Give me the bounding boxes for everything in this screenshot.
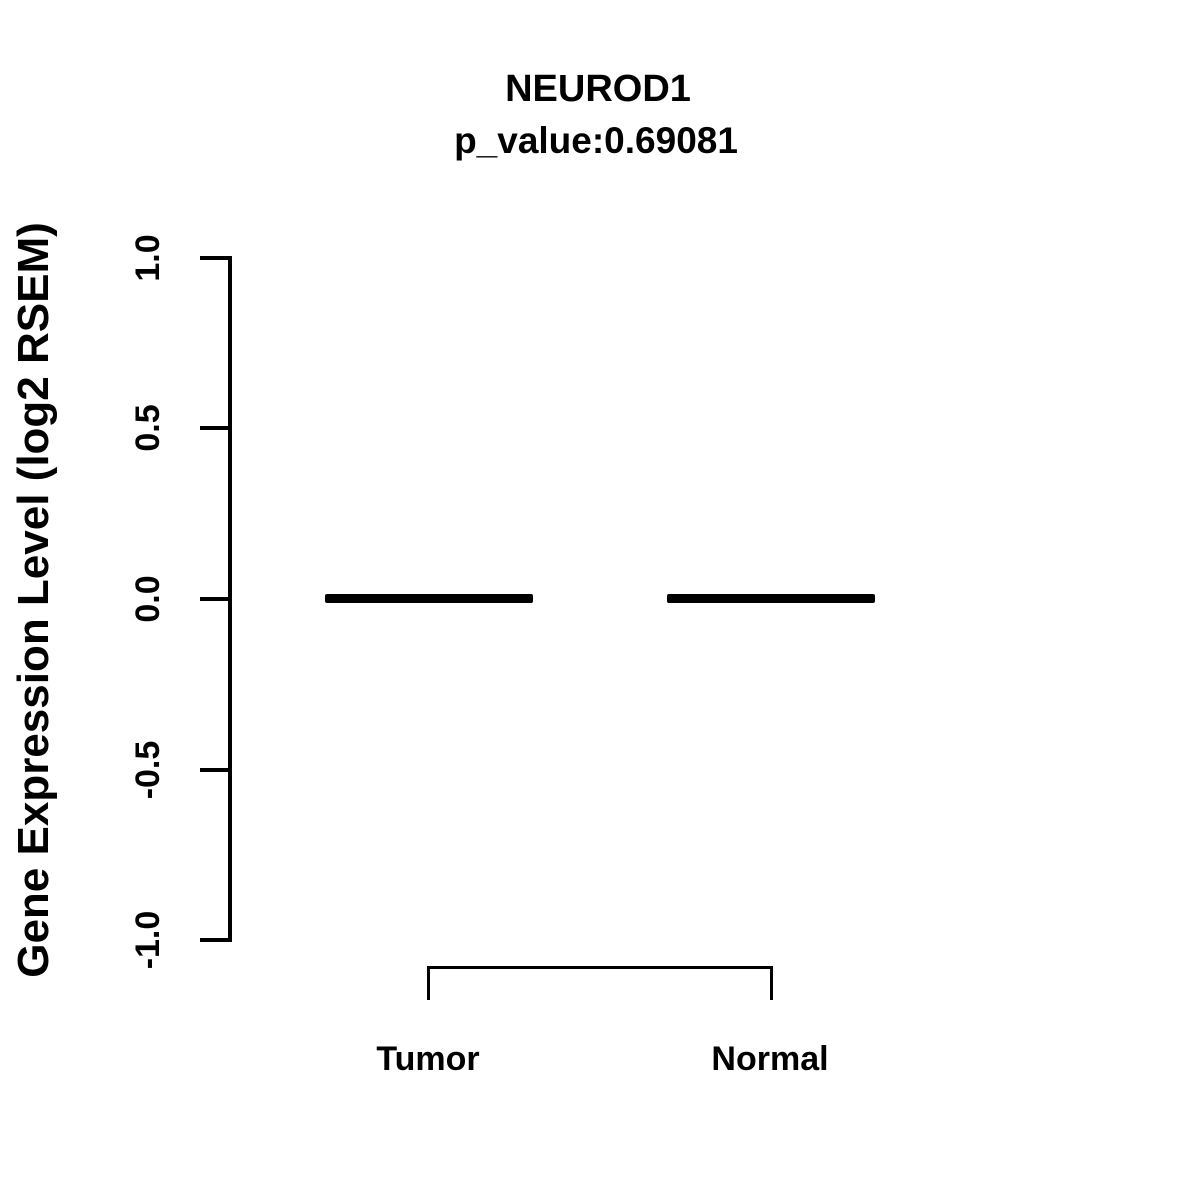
tumor-boxplot-median-line [325,594,533,603]
normal-boxplot-median-line [667,594,875,603]
y-tick--0.5 [200,768,230,772]
y-tick-label: 1.0 [129,234,167,282]
y-tick-label: 0.5 [129,404,167,452]
y-tick-label: 0.0 [129,575,167,623]
comparison-bracket-bar [427,966,773,969]
comparison-bracket-right-leg [770,966,773,1000]
y-tick-label: -0.5 [129,740,167,800]
y-tick--1.0 [200,938,230,942]
y-axis-title: Gene Expression Level (log2 RSEM) [9,222,58,978]
y-tick-0.0 [200,597,230,601]
y-tick-1.0 [200,256,230,260]
chart-title: NEUROD1 [505,68,691,110]
comparison-bracket-left-leg [427,966,430,1000]
y-tick-label: -1.0 [129,910,167,970]
chart-subtitle-pvalue: p_value:0.69081 [454,120,738,161]
y-axis-line [228,256,232,942]
y-tick-0.5 [200,426,230,430]
group-label-normal: Normal [711,1040,829,1078]
group-label-tumor: Tumor [376,1040,480,1078]
